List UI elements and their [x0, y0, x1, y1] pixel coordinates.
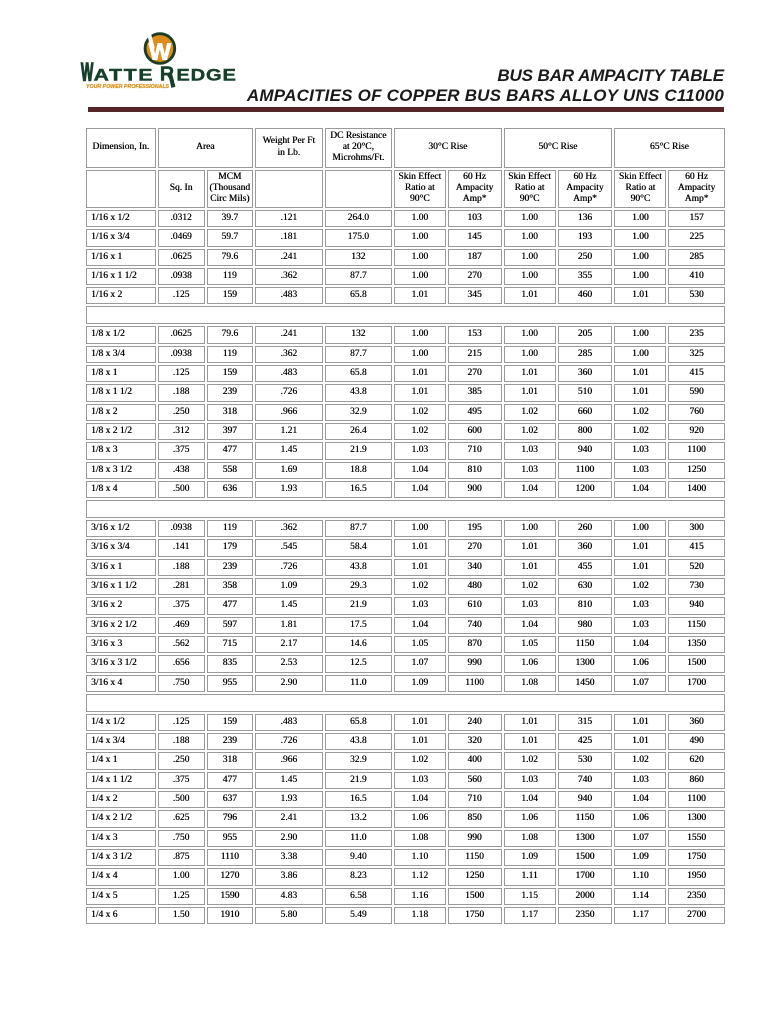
svg-text:W: W — [81, 59, 93, 87]
svg-text:ATTE: ATTE — [94, 67, 155, 85]
svg-text:YOUR POWER PROFESSIONALS: YOUR POWER PROFESSIONALS — [86, 84, 170, 90]
svg-text:W: W — [149, 39, 172, 65]
svg-text:EDGE: EDGE — [176, 65, 236, 84]
